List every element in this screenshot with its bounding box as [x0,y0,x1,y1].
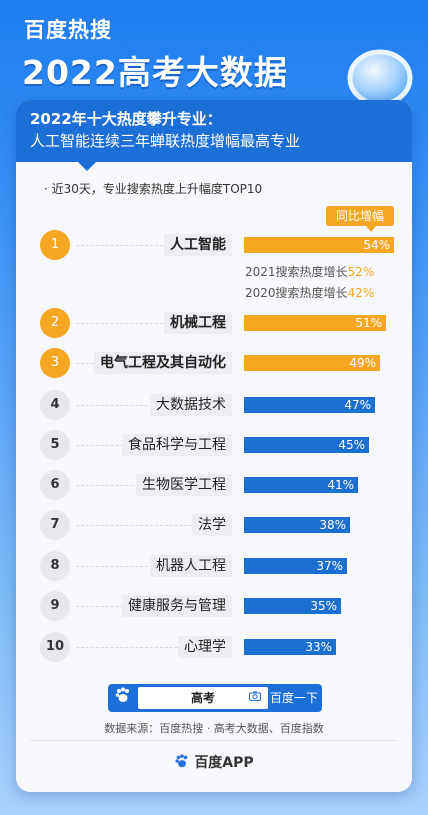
ranking-card: 2022年十大热度攀升专业： 人工智能连续三年蝉联热度增幅最高专业 · 近30天… [16,100,412,792]
divider [30,740,398,741]
table-row: 3 电气工程及其自动化 49% [16,348,412,378]
rank-badge: 2 [40,308,70,338]
app-logo: 百度APP [16,752,412,773]
search-input[interactable]: 高考 [138,687,268,709]
rank-badge: 6 [40,470,70,500]
table-row: 4 大数据技术 47% [16,390,412,420]
rank-badge: 10 [40,632,70,662]
note-2021-prefix: 2021搜索热度增长 [245,265,348,279]
bar-value-label: 49% [349,356,376,370]
table-row: 5 食品科学与工程 45% [16,430,412,460]
bar: 47% [244,397,375,413]
bar: 54% [244,237,394,253]
note-2020-prefix: 2020搜索热度增长 [245,286,348,300]
bar-value-label: 38% [319,518,346,532]
dashed-leader [76,647,232,648]
table-row: 8 机器人工程 37% [16,551,412,581]
bar: 35% [244,598,341,614]
category-label: 机器人工程 [150,555,232,577]
card-header: 2022年十大热度攀升专业： 人工智能连续三年蝉联热度增幅最高专业 [16,100,412,171]
bar: 38% [244,517,350,533]
note-2021: 2021搜索热度增长52% [245,263,374,280]
category-label: 法学 [192,514,232,536]
bar-value-label: 45% [338,438,365,452]
bar-value-label: 41% [327,478,354,492]
bar: 45% [244,437,369,453]
category-label: 机械工程 [164,312,232,334]
header-notch [78,162,96,171]
chart-subtitle: · 近30天，专业搜索热度上升幅度TOP10 [44,182,263,196]
category-label: 心理学 [178,636,232,658]
rank-badge: 7 [40,510,70,540]
table-row: 6 生物医学工程 41% [16,470,412,500]
bar-value-label: 51% [355,316,382,330]
bar: 49% [244,355,380,371]
search-bar: 高考 百度一下 [108,684,322,712]
category-label: 大数据技术 [150,394,232,416]
app-name: 百度APP [194,755,254,771]
rank-badge: 8 [40,551,70,581]
bar: 37% [244,558,347,574]
table-row: 2 机械工程 51% [16,308,412,338]
table-row: 7 法学 38% [16,510,412,540]
bar-value-label: 33% [305,640,332,654]
dashed-leader [76,525,232,526]
category-label: 健康服务与管理 [122,595,232,617]
rank-badge: 5 [40,430,70,460]
camera-icon[interactable] [246,687,264,709]
bar: 51% [244,315,386,331]
category-label: 食品科学与工程 [122,434,232,456]
category-label: 人工智能 [164,234,232,256]
bar-value-label: 47% [344,398,371,412]
brand-title: 百度热搜 [24,18,112,42]
rank-badge: 4 [40,390,70,420]
bar-value-label: 54% [363,238,390,252]
note-2020-value: 42% [347,286,375,300]
table-row: 1 人工智能 54% [16,230,412,260]
rank-badge: 9 [40,591,70,621]
data-source: 数据来源：百度热搜 · 高考大数据、百度指数 [104,722,324,735]
bar-value-label: 35% [310,599,337,613]
baidu-paw-icon [174,753,190,773]
header-line-1: 2022年十大热度攀升专业： [30,110,222,128]
bar-value-label: 37% [316,559,343,573]
header-line-2: 人工智能连续三年蝉联热度增幅最高专业 [30,132,301,150]
dashed-leader [76,245,232,246]
bar: 33% [244,639,336,655]
bar: 41% [244,477,358,493]
table-row: 9 健康服务与管理 35% [16,591,412,621]
rank-badge: 3 [40,348,70,378]
table-row: 10 心理学 33% [16,632,412,662]
search-button[interactable]: 百度一下 [269,691,318,705]
main-title: 2022高考大数据 [22,53,288,92]
note-2020: 2020搜索热度增长42% [245,284,374,301]
category-label: 生物医学工程 [136,474,232,496]
category-label: 电气工程及其自动化 [94,352,232,374]
paw-icon [110,686,136,710]
rank-badge: 1 [40,230,70,260]
note-2021-value: 52% [347,265,375,279]
legend-badge: 同比增幅 [326,206,394,232]
dashed-leader [76,323,232,324]
